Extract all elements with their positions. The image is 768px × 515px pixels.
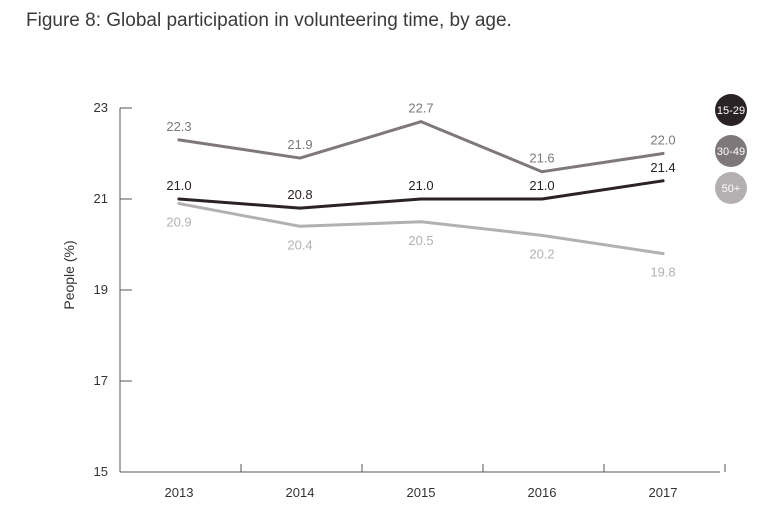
x-tick-label: 2014 — [286, 485, 315, 500]
data-point — [298, 156, 302, 160]
x-tick-label: 2015 — [407, 485, 436, 500]
data-point — [540, 233, 544, 237]
data-point — [177, 197, 181, 201]
y-axis-title: People (%) — [61, 240, 77, 309]
data-label: 20.4 — [287, 237, 312, 252]
data-point — [661, 252, 665, 256]
data-point — [298, 224, 302, 228]
data-label: 21.6 — [529, 151, 554, 166]
data-point — [540, 170, 544, 174]
legend: 15-29 30-49 50+ — [715, 94, 747, 204]
y-tick-label: 17 — [94, 373, 108, 388]
data-point — [419, 120, 423, 124]
data-point — [419, 197, 423, 201]
data-label: 21.9 — [287, 137, 312, 152]
x-tick-label: 2013 — [165, 485, 194, 500]
data-label: 21.4 — [650, 160, 675, 175]
legend-swatch-50+ — [715, 172, 747, 204]
legend-swatch-30-49 — [715, 135, 747, 167]
series-line-30-49 — [177, 120, 665, 174]
data-label: 20.2 — [529, 246, 554, 261]
data-point — [540, 197, 544, 201]
data-point — [661, 152, 665, 155]
legend-label: 50+ — [722, 183, 741, 195]
data-point — [298, 206, 302, 210]
legend-swatch-15-29 — [715, 94, 747, 126]
data-label: 20.9 — [166, 215, 191, 230]
series-lines — [177, 120, 665, 256]
data-label: 20.5 — [408, 233, 433, 248]
data-point — [419, 220, 423, 224]
data-labels: 21.0 20.8 21.0 21.0 21.4 22.3 21.9 22.7 21.6 22.0… — [166, 101, 675, 280]
data-label: 22.3 — [166, 119, 191, 134]
data-point — [177, 202, 181, 206]
data-point — [177, 138, 181, 142]
data-label: 22.0 — [650, 133, 675, 148]
data-label: 20.8 — [287, 187, 312, 202]
axes: 15 17 19 21 23 2013 2014 2015 2016 2017 People (%) — [61, 100, 726, 500]
y-tick-label: 23 — [94, 100, 108, 115]
page-title: Figure 8: Global participation in volunt… — [26, 10, 512, 31]
y-tick-label: 21 — [94, 191, 108, 206]
data-label: 22.7 — [408, 101, 433, 116]
data-label: 19.8 — [650, 265, 675, 280]
legend-label: 15-29 — [717, 105, 745, 117]
legend-label: 30-49 — [717, 146, 745, 158]
y-tick-label: 15 — [94, 464, 108, 479]
data-point — [661, 179, 665, 183]
y-tick-label: 19 — [94, 282, 108, 297]
x-tick-label: 2016 — [528, 485, 557, 500]
data-label: 21.0 — [529, 178, 554, 193]
data-label: 21.0 — [408, 178, 433, 193]
x-tick-label: 2017 — [649, 485, 678, 500]
data-label: 21.0 — [166, 178, 191, 193]
